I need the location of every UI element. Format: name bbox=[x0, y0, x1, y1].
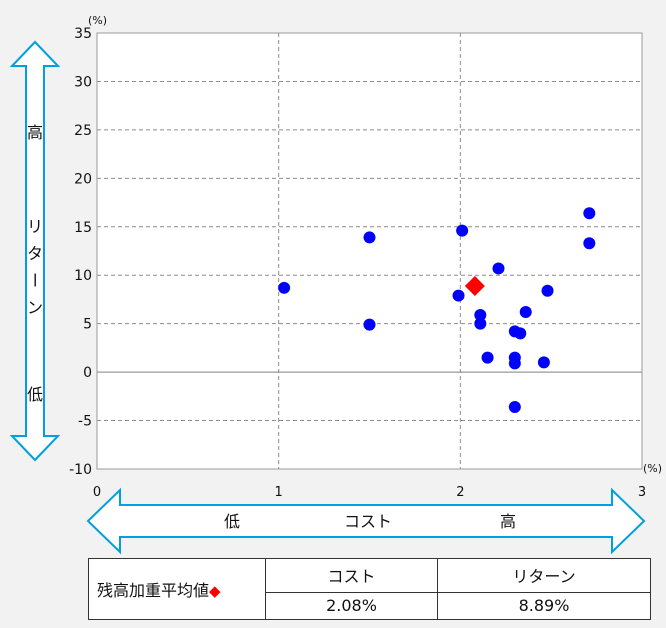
y-arrow-title-char: タ bbox=[27, 244, 43, 263]
data-point bbox=[481, 351, 494, 364]
data-point bbox=[456, 224, 469, 237]
weighted-average-label-cell: 残高加重平均値◆ bbox=[88, 558, 266, 620]
cost-header: コスト bbox=[265, 558, 438, 593]
y-tick-label: 5 bbox=[83, 317, 92, 333]
y-tick-label: -5 bbox=[78, 414, 92, 430]
y-tick-label: 20 bbox=[74, 171, 92, 187]
y-tick-label: 35 bbox=[74, 26, 92, 42]
data-point bbox=[452, 289, 465, 302]
data-points bbox=[278, 207, 596, 413]
y-tick-label: 15 bbox=[74, 220, 92, 236]
return-value: 8.89% bbox=[436, 591, 652, 621]
y-tick-label: -10 bbox=[69, 462, 92, 478]
y-arrow-title: リターン bbox=[25, 217, 44, 317]
plot-area bbox=[97, 33, 642, 469]
cost-value: 2.08% bbox=[265, 591, 438, 621]
data-point bbox=[583, 207, 596, 220]
data-point bbox=[541, 284, 554, 297]
weighted-average-label: 残高加重平均値 bbox=[97, 581, 210, 600]
x-tick-label: 1 bbox=[275, 485, 283, 500]
data-point bbox=[492, 262, 505, 275]
y-arrow-title-char: ー bbox=[25, 272, 44, 288]
x-axis-double-arrow bbox=[86, 487, 646, 555]
data-point bbox=[514, 327, 527, 340]
red-diamond-icon: ◆ bbox=[209, 582, 221, 600]
grid-lines bbox=[96, 32, 643, 470]
y-arrow-high-label: 高 bbox=[27, 123, 43, 142]
data-point bbox=[363, 318, 376, 331]
y-arrow-title-char: リ bbox=[27, 217, 43, 236]
x-arrow-high-label: 高 bbox=[500, 512, 516, 531]
data-point bbox=[474, 308, 487, 321]
y-arrow-title-char: ン bbox=[27, 298, 43, 317]
x-unit-label: (%) bbox=[643, 462, 662, 475]
x-tick-label: 2 bbox=[456, 485, 464, 500]
y-arrow-low-label: 低 bbox=[27, 385, 43, 404]
y-axis-double-arrow bbox=[9, 40, 61, 462]
plot-border bbox=[96, 32, 643, 470]
data-point bbox=[537, 356, 550, 369]
x-arrow-title: コスト bbox=[344, 512, 392, 531]
data-point bbox=[363, 231, 376, 244]
data-point bbox=[519, 306, 532, 319]
x-tick-label: 3 bbox=[638, 485, 646, 500]
weighted-average-table: 残高加重平均値◆ コスト リターン 2.08% 8.89% bbox=[88, 558, 652, 621]
y-tick-label: 30 bbox=[74, 74, 92, 90]
data-point bbox=[508, 400, 521, 413]
x-arrow-low-label: 低 bbox=[224, 512, 240, 531]
return-header: リターン bbox=[436, 558, 652, 593]
data-point bbox=[278, 281, 291, 294]
y-tick-label: 10 bbox=[74, 268, 92, 284]
data-point bbox=[583, 237, 596, 250]
weighted-average-point bbox=[464, 275, 485, 296]
x-tick-label: 0 bbox=[93, 485, 101, 500]
y-unit-label: (%) bbox=[88, 14, 107, 27]
y-tick-label: 25 bbox=[74, 123, 92, 139]
y-tick-label: 0 bbox=[83, 365, 92, 381]
data-point bbox=[508, 357, 521, 370]
data-point bbox=[474, 317, 487, 330]
